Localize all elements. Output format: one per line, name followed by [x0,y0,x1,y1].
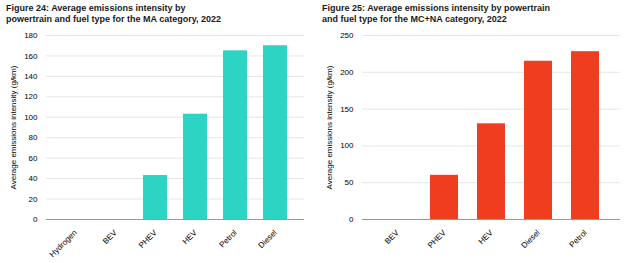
svg-text:Hydrogen: Hydrogen [48,228,79,259]
svg-text:60: 60 [29,154,38,163]
svg-text:120: 120 [24,92,38,101]
html-text:powertrain and fuel type for t: powertrain and fuel type for the MA cate… [6,14,221,24]
svg-text:20: 20 [29,195,38,204]
svg-text:HEV: HEV [477,228,495,246]
html-text:Figure 24: Average emissions i: Figure 24: Average emissions intensity b… [6,3,186,13]
svg-text:HEV: HEV [181,228,199,246]
svg-text:0: 0 [33,215,38,224]
svg-text:150: 150 [340,105,354,114]
svg-text:PHEV: PHEV [426,228,448,250]
svg-text:Average emissions intensity (g: Average emissions intensity (g/km) [325,65,334,189]
svg-text:140: 140 [24,72,38,81]
svg-text:Diesel: Diesel [520,228,542,250]
svg-text:Petrol: Petrol [568,228,589,249]
svg-text:160: 160 [24,52,38,61]
svg-text:80: 80 [29,133,38,142]
svg-text:250: 250 [340,31,354,40]
svg-text:BEV: BEV [383,228,401,246]
html-text:Figure 25: Average emissions i: Figure 25: Average emissions intensity b… [322,3,550,13]
svg-text:100: 100 [24,113,38,122]
svg-text:Petrol: Petrol [218,228,239,249]
svg-text:180: 180 [24,31,38,40]
svg-text:Diesel: Diesel [257,228,279,250]
svg-text:200: 200 [340,68,354,77]
html-text:and fuel type for the MC+NA ca: and fuel type for the MC+NA category, 20… [322,14,507,24]
svg-text:BEV: BEV [101,228,119,246]
svg-text:PHEV: PHEV [137,228,159,250]
svg-text:100: 100 [340,141,354,150]
svg-text:Average emissions intensity (g: Average emissions intensity (g/km) [9,65,18,189]
svg-text:50: 50 [345,178,354,187]
svg-text:40: 40 [29,174,38,183]
svg-text:0: 0 [349,215,354,224]
